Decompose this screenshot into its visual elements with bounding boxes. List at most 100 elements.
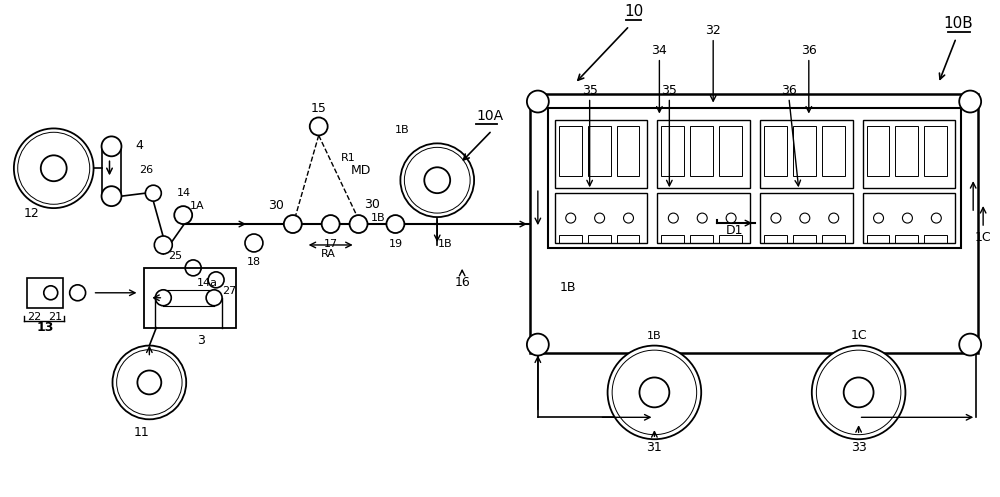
Text: 14a: 14a [197,278,218,288]
Circle shape [125,358,174,407]
Circle shape [112,345,186,419]
Bar [690,126,713,176]
Text: 36: 36 [801,44,817,57]
Bar [863,193,955,243]
Bar [555,193,647,243]
Bar [719,126,742,176]
Text: R1: R1 [341,153,356,164]
Bar [548,108,961,248]
Text: 1B: 1B [647,331,662,340]
Circle shape [33,148,74,189]
Circle shape [37,152,71,185]
Text: 34: 34 [652,44,667,57]
Text: 30: 30 [365,198,380,211]
Text: 27: 27 [222,286,236,296]
Text: 26: 26 [139,166,153,175]
Bar [144,268,236,328]
Text: 32: 32 [705,24,721,37]
Bar [559,126,582,176]
Bar [867,126,889,176]
Circle shape [830,364,887,421]
Text: 1A: 1A [190,201,204,211]
Bar [617,126,639,176]
Circle shape [322,215,340,233]
Bar [657,193,750,243]
Circle shape [902,213,912,223]
Circle shape [874,213,884,223]
Text: 1B: 1B [438,239,453,249]
Circle shape [931,213,941,223]
Circle shape [70,285,86,301]
Circle shape [25,140,82,197]
Text: 11: 11 [134,426,149,439]
Text: 10: 10 [624,4,643,19]
Text: RA: RA [321,249,336,259]
Circle shape [420,164,454,197]
Circle shape [133,366,165,399]
Text: 10A: 10A [476,109,503,123]
Circle shape [245,234,263,252]
Text: 3: 3 [197,334,205,347]
Circle shape [208,272,224,288]
Text: 1B: 1B [559,281,576,294]
Text: 1B: 1B [395,125,410,135]
Circle shape [206,290,222,306]
Bar [555,120,647,188]
Bar [760,193,853,243]
Circle shape [816,350,901,435]
Circle shape [527,333,549,355]
Circle shape [617,355,692,430]
Circle shape [154,236,172,254]
Bar [793,126,816,176]
Circle shape [386,215,404,233]
Text: 35: 35 [582,84,598,97]
Text: 1B: 1B [371,213,386,223]
Bar [588,235,611,243]
Circle shape [129,362,170,403]
Circle shape [612,350,697,435]
Circle shape [624,213,633,223]
Circle shape [608,345,701,439]
Bar [793,235,816,243]
Circle shape [800,213,810,223]
Bar [617,235,639,243]
Circle shape [18,132,90,204]
Bar [924,235,947,243]
Circle shape [284,215,302,233]
Bar [764,235,787,243]
Bar [588,126,611,176]
Circle shape [310,117,328,135]
Circle shape [102,186,121,206]
Text: 31: 31 [647,441,662,454]
Circle shape [825,359,892,425]
Text: 15: 15 [311,102,327,115]
Circle shape [416,160,458,201]
Circle shape [835,368,883,416]
Circle shape [14,128,94,208]
Circle shape [117,350,182,415]
Bar [690,235,713,243]
Text: 19: 19 [388,239,402,249]
Bar [719,235,742,243]
Bar [27,278,63,308]
Circle shape [400,143,474,217]
Circle shape [174,206,192,224]
Circle shape [22,136,86,200]
Circle shape [630,368,678,416]
Text: 16: 16 [454,276,470,289]
Circle shape [41,156,67,181]
Bar [559,235,582,243]
Circle shape [844,377,874,408]
Text: 10B: 10B [943,16,973,31]
Circle shape [121,354,178,411]
Circle shape [185,260,201,276]
Circle shape [408,151,466,209]
Bar [657,120,750,188]
Bar [661,235,684,243]
Text: 30: 30 [268,199,284,212]
Circle shape [635,373,674,412]
Text: 33: 33 [851,441,866,454]
Bar [764,126,787,176]
Circle shape [350,215,368,233]
Bar [822,235,845,243]
